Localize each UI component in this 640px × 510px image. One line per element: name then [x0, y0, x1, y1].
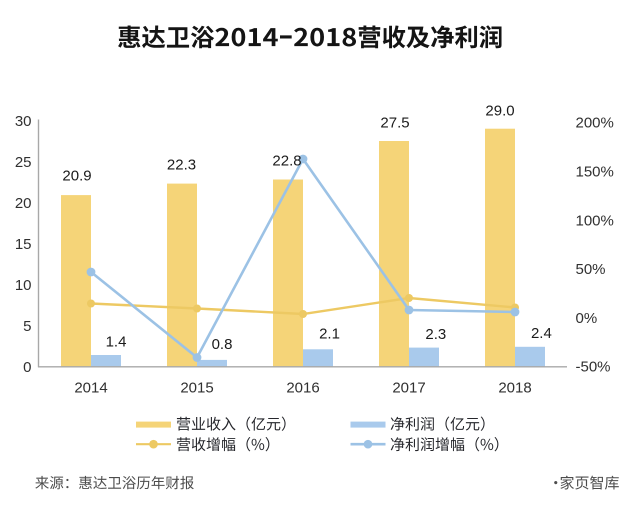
svg-text:2.3: 2.3 [425, 326, 446, 343]
svg-text:25: 25 [15, 154, 32, 171]
svg-text:1.4: 1.4 [106, 333, 127, 350]
svg-text:2.1: 2.1 [319, 325, 340, 342]
svg-text:50%: 50% [576, 261, 606, 278]
svg-text:27.5: 27.5 [380, 114, 409, 131]
svg-text:2016: 2016 [286, 379, 319, 396]
svg-text:2018: 2018 [498, 379, 531, 396]
svg-text:200%: 200% [576, 115, 614, 132]
svg-text:15: 15 [15, 236, 32, 253]
svg-text:2017: 2017 [392, 379, 425, 396]
svg-text:0: 0 [23, 359, 31, 376]
svg-text:0%: 0% [576, 310, 598, 327]
svg-text:20: 20 [15, 195, 32, 212]
svg-text:29.0: 29.0 [485, 102, 514, 119]
svg-text:0.8: 0.8 [212, 336, 233, 353]
svg-text:10: 10 [15, 277, 32, 294]
svg-text:150%: 150% [576, 164, 614, 181]
svg-text:100%: 100% [576, 212, 614, 229]
svg-text:20.9: 20.9 [62, 167, 91, 184]
svg-text:2015: 2015 [180, 379, 213, 396]
svg-text:2.4: 2.4 [531, 325, 552, 342]
svg-text:30: 30 [15, 113, 32, 130]
svg-text:5: 5 [23, 318, 31, 335]
svg-text:22.8: 22.8 [272, 152, 301, 169]
svg-text:-50%: -50% [576, 359, 611, 376]
svg-text:2014: 2014 [74, 379, 107, 396]
svg-text:22.3: 22.3 [167, 156, 196, 173]
